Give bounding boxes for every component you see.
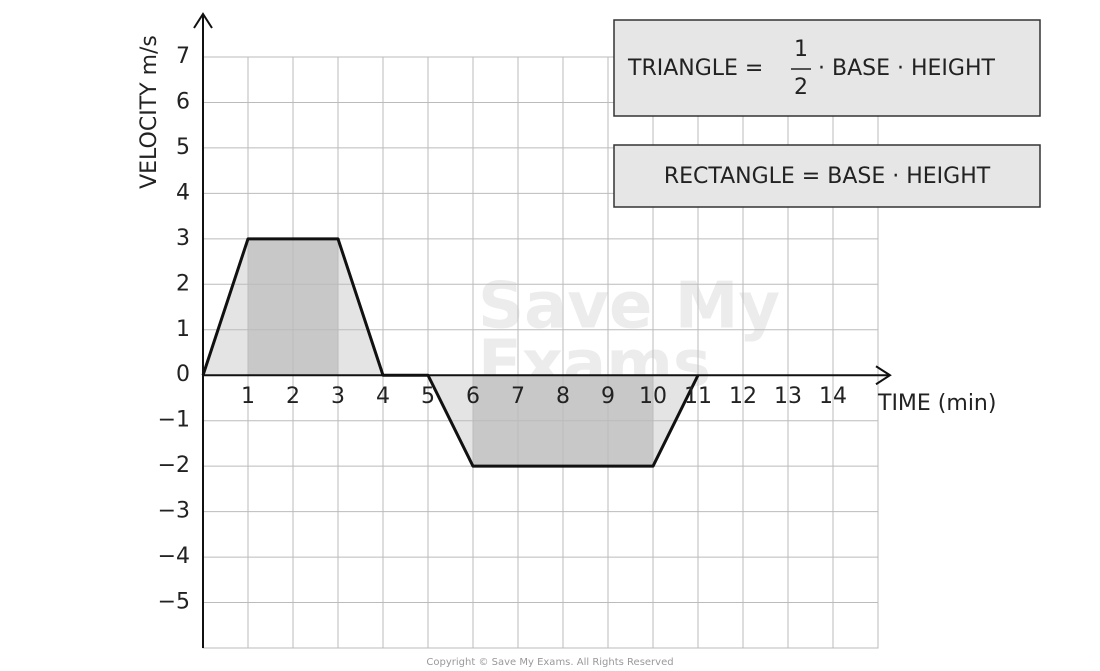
- y-tick-label: 3: [176, 226, 190, 251]
- y-tick-label: 0: [176, 362, 190, 387]
- y-axis-label: VELOCITY m/s: [137, 35, 162, 189]
- formula-box: [613, 19, 1041, 117]
- x-tick-label: 13: [774, 384, 802, 409]
- y-tick-label: 6: [176, 89, 190, 114]
- y-tick-label: 5: [176, 135, 190, 160]
- x-tick-label: 6: [466, 384, 480, 409]
- watermark-line: Save My: [478, 270, 780, 344]
- x-tick-label: 7: [511, 384, 525, 409]
- x-tick-label: 2: [286, 384, 300, 409]
- y-tick-label: 1: [176, 317, 190, 342]
- y-tick-label: −1: [158, 408, 190, 433]
- x-tick-label: 11: [684, 384, 712, 409]
- x-tick-label: 14: [819, 384, 847, 409]
- y-tick-label: 7: [176, 44, 190, 69]
- x-axis-label: TIME (min): [877, 391, 996, 416]
- formula-numerator: 1: [794, 37, 808, 62]
- y-tick-label: −4: [158, 544, 190, 569]
- formula-box: [613, 144, 1041, 208]
- x-tick-label: 5: [421, 384, 435, 409]
- y-tick-label: 2: [176, 271, 190, 296]
- formula-text: TRIANGLE =: [627, 56, 763, 81]
- copyright: Copyright © Save My Exams. All Rights Re…: [426, 657, 673, 668]
- x-tick-label: 1: [241, 384, 255, 409]
- line: [201, 237, 700, 468]
- x-tick-label: 10: [639, 384, 667, 409]
- x-tick-label: 8: [556, 384, 570, 409]
- y-tick-label: 4: [176, 180, 190, 205]
- x-tick-label: 12: [729, 384, 757, 409]
- x-tick-label: 4: [376, 384, 390, 409]
- formula-text: · BASE · HEIGHT: [818, 56, 995, 81]
- watermark: Save My Exams: [478, 270, 780, 402]
- formula-text: RECTANGLE = BASE · HEIGHT: [664, 164, 991, 189]
- y-tick-label: −2: [158, 453, 190, 478]
- x-tick-label: 9: [601, 384, 615, 409]
- x-tick-label: 3: [331, 384, 345, 409]
- formula-denominator: 2: [794, 75, 808, 100]
- y-tick-label: −3: [158, 499, 190, 524]
- y-axis-arrow: [193, 12, 213, 29]
- y-tick-label: −5: [158, 590, 190, 615]
- x-axis-arrow: [875, 365, 892, 386]
